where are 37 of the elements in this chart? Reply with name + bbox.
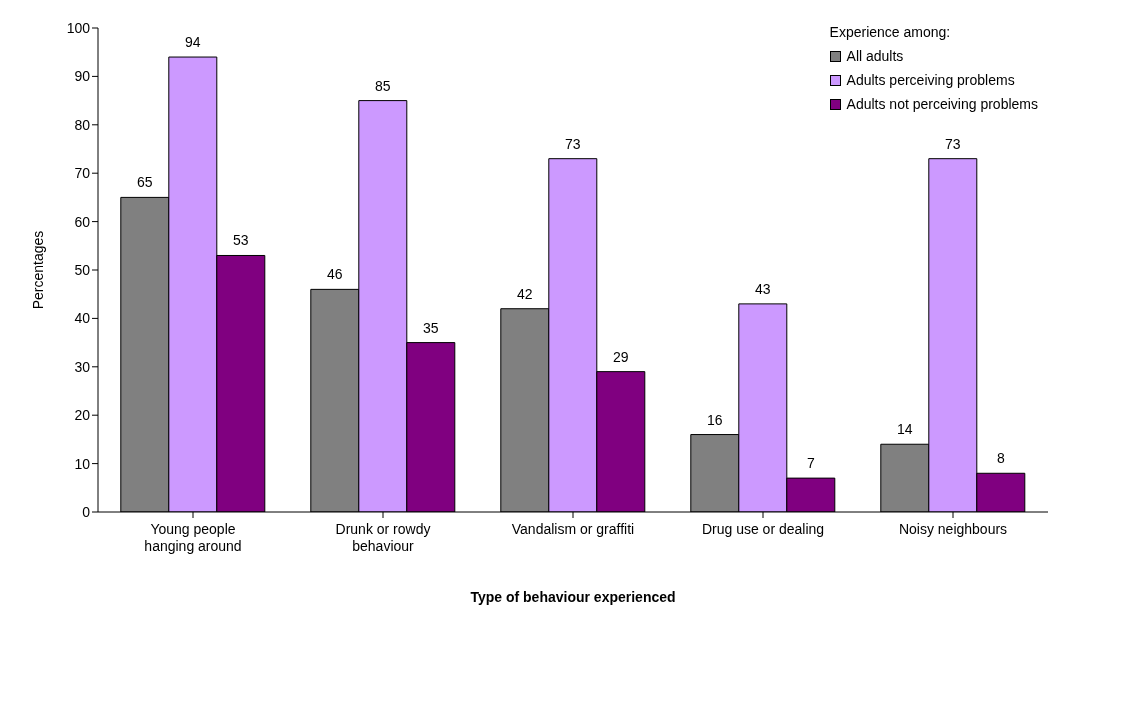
legend-title: Experience among: (829, 23, 952, 42)
data-label: 14 (897, 421, 913, 438)
y-tick-label: 70 (74, 165, 91, 182)
y-tick-label: 10 (74, 455, 91, 472)
x-axis-title: Type of behaviour experienced (470, 589, 676, 605)
data-label: 73 (565, 135, 581, 152)
data-label: 16 (707, 411, 723, 428)
x-tick-label: Young people hanging around (144, 521, 242, 554)
legend-label: Adults not perceiving problems (846, 95, 1038, 114)
y-axis-title: Percentages (29, 230, 46, 310)
y-tick-label: 20 (74, 407, 91, 424)
data-label: 73 (945, 135, 961, 152)
y-tick-label: 50 (74, 261, 91, 278)
data-label: 46 (327, 266, 343, 283)
y-tick-label: 80 (74, 116, 91, 133)
data-label: 85 (375, 77, 391, 94)
data-label: 8 (996, 450, 1005, 467)
y-tick-label: 100 (66, 19, 91, 36)
legend-label: All adults (846, 47, 904, 66)
data-label: 94 (185, 34, 201, 51)
y-tick-label: 90 (74, 68, 91, 85)
y-tick-label: 60 (74, 213, 91, 230)
data-label: 65 (137, 174, 153, 191)
data-label: 42 (517, 285, 533, 302)
data-label: 7 (806, 455, 815, 472)
data-label: 53 (233, 232, 249, 249)
data-label: 35 (423, 319, 439, 336)
data-label: 29 (613, 348, 629, 365)
y-tick-label: 0 (82, 503, 91, 520)
data-label: 43 (755, 280, 771, 297)
y-tick-label: 30 (74, 358, 91, 375)
y-tick-label: 40 (74, 310, 91, 327)
x-tick-label: Drug use or dealing (701, 521, 825, 537)
x-tick-label: Drunk or rowdy behaviour (335, 521, 431, 554)
legend-label: Adults perceiving problems (846, 71, 1015, 90)
x-tick-label: Noisy neighbours (898, 521, 1008, 537)
x-tick-label: Vandalism or graffiti (511, 521, 635, 537)
